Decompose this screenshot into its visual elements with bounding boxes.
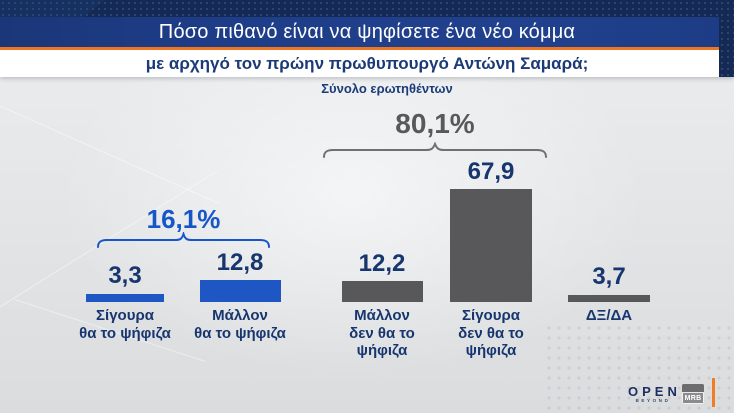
orange-accent-tick <box>712 378 715 407</box>
bar-3 <box>342 281 423 302</box>
mrb-logo-text: MRB <box>682 393 704 404</box>
bar-value: 3,3 <box>108 262 142 289</box>
bar-value: 12,8 <box>216 249 264 276</box>
page-title: Πόσο πιθανό είναι να ψηφίσετε ένα νέο κό… <box>158 20 576 43</box>
header-dark-strip <box>0 0 734 17</box>
category-label: Μάλλον θα το ψήφιζα <box>194 307 286 342</box>
mrb-logo: MRB <box>682 384 704 404</box>
category-label: ΔΞ/ΔΑ <box>585 307 633 324</box>
category-label: Σίγουρα δεν θα το ψήφιζα <box>458 307 524 359</box>
page-subtitle: με αρχηγό τον πρώην πρωθυπουργό Αντώνη Σ… <box>145 53 589 73</box>
bar-value: 12,2 <box>358 250 406 277</box>
background-diagonal-line <box>0 97 219 204</box>
title-banner: Πόσο πιθανό είναι να ψηφίσετε ένα νέο κό… <box>0 17 734 47</box>
category-label: Μάλλον δεν θα το ψήφιζα <box>349 307 415 359</box>
bar-4 <box>450 189 532 302</box>
bar-1 <box>86 294 164 302</box>
group-total-likely: 16,1% <box>146 204 221 234</box>
bar-2 <box>200 280 281 302</box>
subtitle-strip: με αρχηγό τον πρώην πρωθυπουργό Αντώνη Σ… <box>0 50 734 77</box>
open-logo-tagline: BEYOND <box>635 398 671 403</box>
bar-value: 67,9 <box>467 158 515 185</box>
open-logo-text: OPEN <box>628 384 681 399</box>
sample-note: Σύνολο ερωτηθέντων <box>321 81 453 96</box>
bar-value: 3,7 <box>592 263 626 290</box>
bar-5 <box>568 295 650 302</box>
accent-divider <box>0 47 720 50</box>
category-label: Σίγουρα θα το ψήφιζα <box>79 307 171 342</box>
bracket-unlikely <box>323 142 547 158</box>
open-tv-logo: OPEN BEYOND <box>628 385 678 404</box>
header-corner-pattern-right <box>719 0 734 77</box>
bracket-likely <box>97 232 270 248</box>
group-total-unlikely: 80,1% <box>395 108 475 139</box>
mrb-logo-bar <box>682 384 704 393</box>
